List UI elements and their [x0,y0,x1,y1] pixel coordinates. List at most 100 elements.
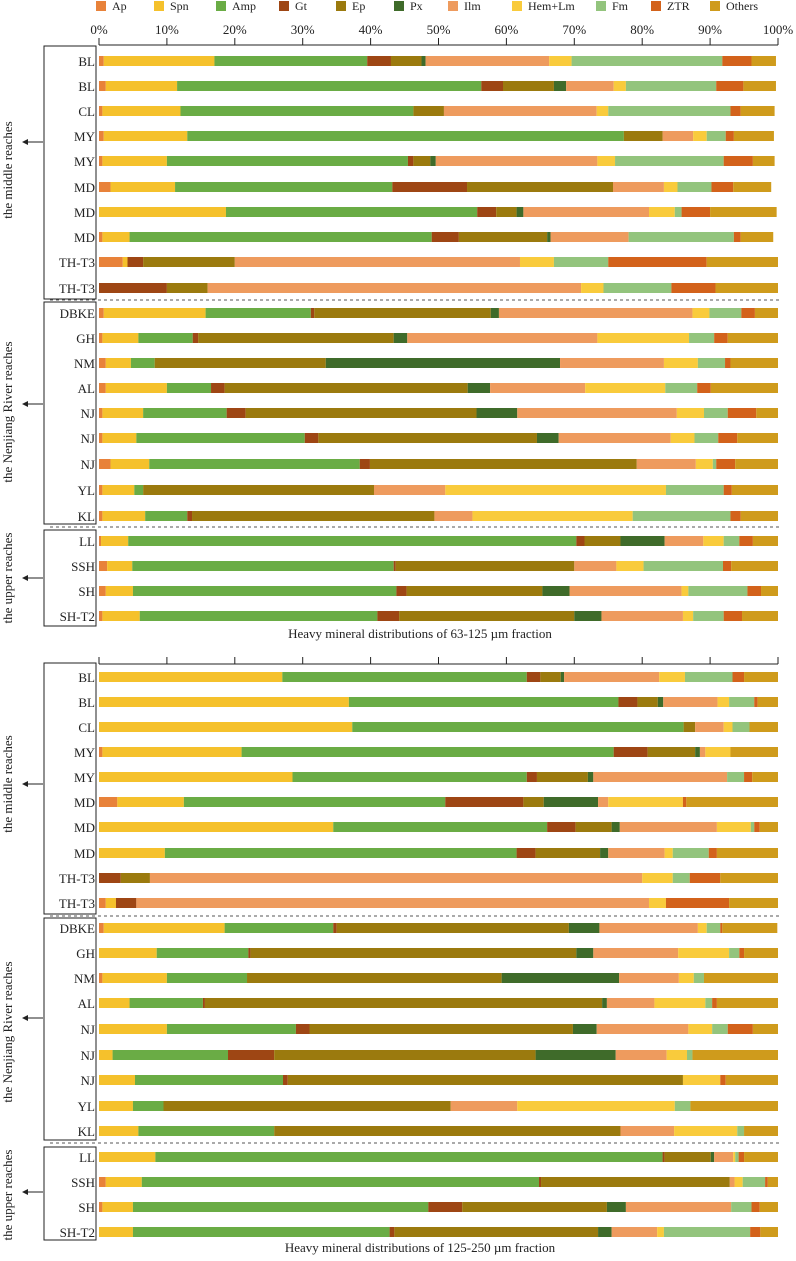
bar-row-nj [99,433,778,443]
bar-segment-fm [688,586,748,596]
category-label: NJ [81,457,95,472]
bar-segment-others [720,873,778,883]
category-label: TH-T3 [59,281,95,296]
bar-segment-hemlm [678,973,694,983]
bar-segment-hemlm [648,898,666,908]
bar-row-kl [99,511,779,521]
bar-segment-others [759,822,778,832]
category-label: MD [74,795,95,810]
bar-segment-ap [99,1177,106,1187]
bar-segment-ztr [750,1227,761,1237]
bar-segment-ilm [234,257,520,267]
bar-segment-ztr [732,672,745,682]
bar-segment-ztr [723,561,732,571]
bar-segment-ilm [625,1202,732,1212]
bar-segment-amp [132,1101,164,1111]
bar-segment-spn [102,973,167,983]
bar-segment-others [716,848,778,858]
bar-segment-ep [575,822,612,832]
chart-title: Heavy mineral distributions of 125-250 µ… [285,1240,556,1255]
bar-segment-amp [155,1152,663,1162]
bar-segment-fm [706,131,726,141]
bar-segment-amp [138,1126,275,1136]
bar-segment-ilm [435,156,598,166]
bar-segment-ep [467,182,614,192]
bar-segment-ilm [450,1101,518,1111]
bar-segment-ztr [682,797,687,807]
bar-row-nj [99,459,778,469]
bar-segment-ep [399,611,575,621]
bar-segment-ztr [754,697,758,707]
bar-segment-ilm [608,848,665,858]
bar-segment-ztr [723,485,732,495]
bar-segment-hemlm [581,283,604,293]
bar-segment-amp [166,973,248,983]
bar-row-ll [99,536,778,546]
bar-segment-hemlm [692,308,710,318]
bar-segment-fm [553,257,609,267]
bar-segment-gt [99,873,121,883]
category-label: NJ [81,1022,95,1037]
bar-segment-others [731,561,778,571]
bar-segment-hemlm [682,611,694,621]
bar-segment-amp [180,106,414,116]
bar-segment-ep [395,561,575,571]
bar-segment-spn [99,1050,113,1060]
bar-segment-ztr [720,1075,726,1085]
group-bracket [43,662,97,915]
bar-segment-ep [413,156,431,166]
bar-segment-ilm [207,283,582,293]
bar-segment-ep [406,586,543,596]
legend-swatch-px [394,1,404,11]
legend-label: Others [726,0,758,13]
bar-segment-ztr [718,433,738,443]
x-tick-label: 30% [291,22,315,37]
category-label: MY [74,129,96,144]
bar-segment-ap [99,156,103,166]
bar-segment-amp [132,1227,390,1237]
bar-segment-ztr [751,1202,760,1212]
category-label: YL [78,483,95,498]
bar-segment-ilm [636,459,696,469]
category-label: NJ [81,1048,95,1063]
bar-segment-hemlm [657,1227,664,1237]
bar-segment-ilm [615,1050,667,1060]
bar-segment-gt [526,672,541,682]
bar-segment-px [535,1050,616,1060]
bar-segment-spn [110,182,176,192]
bar-segment-spn [99,722,353,732]
bar-segment-ilm [569,586,682,596]
bar-segment-ep [664,1152,711,1162]
bar-segment-px [553,81,567,91]
bar-segment-others [730,358,778,368]
bar-segment-px [536,433,559,443]
bar-segment-spn [99,848,165,858]
legend-label: Px [410,0,423,13]
legend-label: Ilm [464,0,481,13]
bar-segment-ztr [720,923,723,933]
bar-row-bl [99,697,778,707]
bar-segment-fm [603,283,672,293]
bar-segment-amp [128,536,577,546]
bar-segment-px [393,333,408,343]
bar-segment-ap [99,898,106,908]
bar-segment-others [710,383,778,393]
bar-segment-fm [615,156,724,166]
legend-label: Spn [170,0,189,13]
bar-row-sh [99,586,778,596]
bar-segment-others [749,722,778,732]
bar-segment-ap [99,586,106,596]
bar-segment-others [744,1152,778,1162]
bar-segment-others [743,81,776,91]
bar-segment-ztr [714,333,728,343]
category-label: MY [74,770,96,785]
bar-segment-spn [105,1177,142,1187]
bar-segment-px [606,1202,626,1212]
category-label: MD [74,820,95,835]
bar-segment-ilm [490,383,586,393]
bar-segment-ilm [564,672,660,682]
bar-row-md [99,822,778,832]
group-bracket [43,529,97,627]
bar-segment-spn [102,511,146,521]
bar-segment-spn [102,485,135,495]
